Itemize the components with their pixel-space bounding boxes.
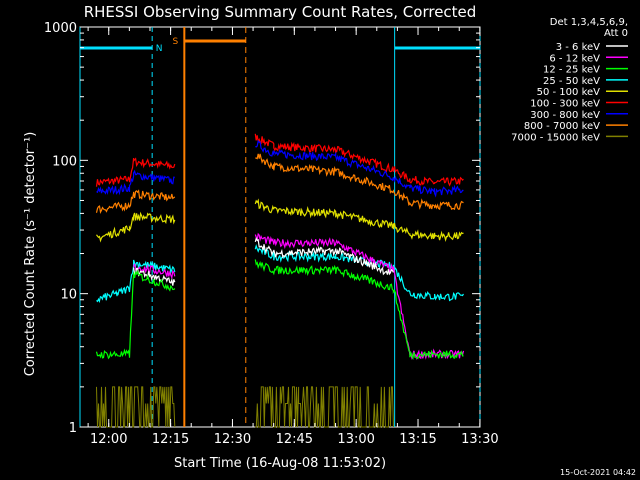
legend-header-line: Att 0: [604, 28, 628, 39]
legend-entry-label: 100 - 300 keV: [530, 99, 600, 110]
series-trace-7-1: [254, 259, 464, 361]
series-100-300kev: [95, 133, 464, 187]
series-6-12kev: [133, 232, 465, 361]
timestamp: 15-Oct-2021 04:42: [560, 468, 636, 477]
x-tick-label: 12:45: [276, 432, 313, 447]
y-tick-label: 100: [52, 154, 77, 169]
series-7000-15000kev: [96, 386, 394, 428]
series-trace-8-0: [96, 386, 176, 428]
series-trace-5-0: [133, 263, 176, 280]
legend-entry-label: 6 - 12 keV: [549, 53, 600, 64]
legend-header-line: Det 1,3,4,5,6,9,: [550, 17, 628, 28]
series-trace-1-0: [96, 169, 175, 196]
legend-entry-label: 3 - 6 keV: [556, 42, 600, 53]
series-trace-5-1: [254, 232, 465, 361]
legend-entry-label: 800 - 7000 keV: [524, 121, 600, 132]
x-tick-label: 12:15: [152, 432, 189, 447]
data-series: [95, 133, 465, 428]
x-tick-label: 13:00: [337, 432, 374, 447]
series-12-25kev: [95, 259, 464, 361]
y-tick-label: 10: [60, 288, 77, 303]
series-800-7000kev: [95, 153, 464, 214]
legend-entry-label: 50 - 100 keV: [537, 87, 601, 98]
saa-flag-label: S: [172, 37, 178, 47]
legend-entry-label: 25 - 50 keV: [543, 76, 600, 87]
legend-entry-label: 7000 - 15000 keV: [511, 132, 600, 143]
chart-title: RHESSI Observing Summary Count Rates, Co…: [84, 3, 477, 21]
legend-entry-label: 300 - 800 keV: [530, 110, 600, 121]
x-tick-label: 12:30: [214, 432, 251, 447]
x-axis-label: Start Time (16-Aug-08 11:53:02): [174, 456, 386, 471]
series-trace-6-0: [133, 267, 176, 286]
series-trace-2-0: [95, 189, 176, 214]
series-trace-2-1: [255, 153, 464, 211]
legend-entry-label: 12 - 25 keV: [543, 65, 600, 76]
series-trace-1-1: [255, 139, 464, 198]
series-trace-4-0: [96, 259, 176, 304]
series-trace-8-1: [255, 386, 394, 428]
series-3-6kev: [133, 237, 394, 286]
series-trace-3-0: [96, 211, 176, 243]
night-flag-label: N: [156, 44, 163, 54]
interval-markers: NS: [79, 27, 481, 427]
series-trace-3-1: [254, 198, 464, 242]
x-tick-label: 12:00: [90, 432, 127, 447]
series-trace-0-0: [95, 157, 176, 187]
series-50-100kev: [96, 198, 464, 243]
x-tick-label: 13:30: [461, 432, 498, 447]
series-trace-6-1: [254, 237, 394, 276]
axis-ticks: 1 10 100 1000 12:00 12:15 12:30 12:45 13:00 13:15…: [44, 21, 499, 447]
y-tick-label: 1: [69, 421, 77, 436]
series-trace-7-0: [95, 270, 176, 360]
series-trace-0-1: [254, 133, 464, 187]
y-axis-label: Corrected Count Rate (s⁻¹ detector⁻¹): [23, 132, 38, 377]
x-tick-label: 13:15: [399, 432, 436, 447]
y-tick-label: 1000: [44, 21, 77, 36]
series-300-800kev: [96, 139, 464, 198]
